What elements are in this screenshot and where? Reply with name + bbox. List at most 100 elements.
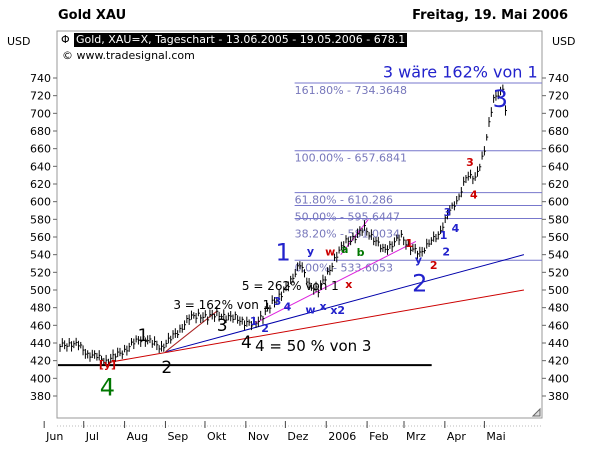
darkred-trendline — [165, 310, 218, 353]
wave-annotation: [y] — [99, 358, 116, 371]
currency-label-left: USD — [7, 35, 31, 48]
wave-annotation: 4 — [100, 374, 115, 402]
wave-annotation: 1 — [440, 229, 448, 242]
y-tick-label-right: 560 — [548, 231, 569, 244]
copyright-label: © www.tradesignal.com — [62, 49, 195, 62]
y-tick-label-left: 420 — [30, 355, 51, 368]
fib-level-label: 161.80% - 734.3648 — [295, 84, 407, 97]
y-tick-label-right: 440 — [548, 337, 569, 350]
chart-title: Gold XAU — [58, 8, 127, 23]
y-tick-label-left: 500 — [30, 284, 51, 297]
x-tick-label: Dez — [287, 430, 308, 443]
wave-annotation: 2 — [430, 259, 438, 272]
wave-annotation: 2 — [261, 322, 269, 335]
wave-annotation: 4 — [470, 188, 478, 201]
wave-annotation: 3 — [493, 85, 508, 113]
magenta-trendline — [250, 240, 417, 326]
y-tick-label-right: 460 — [548, 319, 569, 332]
wave-annotation: 3 = 162% von 1 — [173, 298, 270, 312]
y-tick-label-left: 560 — [30, 231, 51, 244]
wave-annotation: 2 — [442, 246, 450, 259]
wave-annotation: 4 = 50 % von 3 — [255, 337, 371, 355]
resize-corner-icon — [531, 407, 541, 417]
wave-annotation: x2 — [330, 304, 345, 317]
y-tick-label-left: 600 — [30, 196, 51, 209]
wave-annotation: 4 — [452, 222, 460, 235]
y-tick-label-left: 640 — [30, 160, 51, 173]
wave-annotation: 3 — [217, 316, 228, 336]
y-tick-label-right: 620 — [548, 178, 569, 191]
legend-label: Gold, XAU=X, Tageschart - 13.06.2005 - 1… — [74, 33, 408, 47]
wave-annotation: x — [320, 300, 327, 313]
y-tick-label-right: 740 — [548, 72, 569, 85]
fib-level-label: 38.20% - 581.0034 — [295, 227, 400, 240]
wave-annotation: x — [345, 278, 352, 291]
x-tick-label: Jun — [45, 430, 63, 443]
y-tick-label-right: 600 — [548, 196, 569, 209]
y-tick-label-right: 540 — [548, 249, 569, 262]
wave-annotation: 5 = 262% von 1 — [242, 279, 339, 293]
y-tick-label-left: 440 — [30, 337, 51, 350]
fib-level-label: 50.00% - 595.6447 — [295, 211, 400, 224]
wave-annotation: 1 — [250, 315, 258, 328]
y-tick-label-left: 620 — [30, 178, 51, 191]
y-tick-label-right: 400 — [548, 372, 569, 385]
wave-annotation: 3 — [274, 295, 282, 308]
y-tick-label-right: 680 — [548, 125, 569, 138]
currency-label-right: USD — [552, 35, 576, 48]
wave-annotation: 1 — [405, 237, 413, 250]
y-tick-label-right: 480 — [548, 302, 569, 315]
y-tick-label-left: 480 — [30, 302, 51, 315]
fib-level-label: 61.80% - 610.286 — [295, 194, 393, 207]
wave-annotation: b — [357, 246, 365, 259]
y-tick-label-left: 400 — [30, 372, 51, 385]
y-tick-label-left: 740 — [30, 72, 51, 85]
x-tick-label: Apr — [447, 430, 467, 443]
y-tick-label-left: 580 — [30, 213, 51, 226]
y-tick-label-right: 700 — [548, 107, 569, 120]
y-tick-label-right: 420 — [548, 355, 569, 368]
fib-level-label: 0.00% - 533.6053 — [295, 261, 393, 274]
wave-annotation: 3 — [466, 156, 474, 169]
y-tick-label-left: 540 — [30, 249, 51, 262]
wave-annotation: 2 — [161, 358, 172, 378]
y-tick-label-left: 380 — [30, 390, 51, 403]
wave-annotation: 1 — [138, 326, 149, 346]
wave-annotation: y — [415, 254, 422, 267]
y-tick-label-right: 380 — [548, 390, 569, 403]
y-tick-label-right: 500 — [548, 284, 569, 297]
wave-annotation: w — [305, 303, 315, 316]
x-tick-label: Jul — [85, 430, 99, 443]
red-trendline — [108, 289, 525, 363]
y-tick-label-right: 520 — [548, 266, 569, 279]
fib-level-label: 100.00% - 657.6841 — [295, 152, 407, 165]
wave-annotation: 1 — [276, 238, 291, 266]
chart-date: Freitag, 19. Mai 2006 — [412, 8, 568, 23]
bar-chart-symbol-icon: Φ — [61, 33, 70, 46]
wave-annotation: 2 — [412, 269, 427, 297]
wave-annotation: 4 — [284, 301, 292, 314]
x-tick-label: Okt — [207, 430, 227, 443]
x-tick-label: 2006 — [328, 430, 356, 443]
y-tick-label-right: 640 — [548, 160, 569, 173]
x-tick-label: Mai — [486, 430, 505, 443]
blue-trendline — [165, 254, 525, 353]
y-tick-label-right: 580 — [548, 213, 569, 226]
y-tick-label-left: 460 — [30, 319, 51, 332]
x-tick-label: Sep — [167, 430, 188, 443]
y-tick-label-left: 720 — [30, 90, 51, 103]
x-tick-label: Nov — [248, 430, 270, 443]
wave-annotation: 3 — [444, 206, 452, 219]
x-tick-label: Feb — [369, 430, 388, 443]
wave-annotation: a — [341, 243, 348, 256]
y-tick-label-right: 720 — [548, 90, 569, 103]
plot-area — [56, 30, 543, 419]
y-tick-label-left: 520 — [30, 266, 51, 279]
x-tick-label: Aug — [127, 430, 148, 443]
y-tick-label-left: 700 — [30, 107, 51, 120]
wave-annotation: w — [325, 246, 335, 259]
magenta-short-trendline — [340, 219, 369, 255]
wave-annotation: 3 wäre 162% von 1 — [383, 62, 538, 81]
